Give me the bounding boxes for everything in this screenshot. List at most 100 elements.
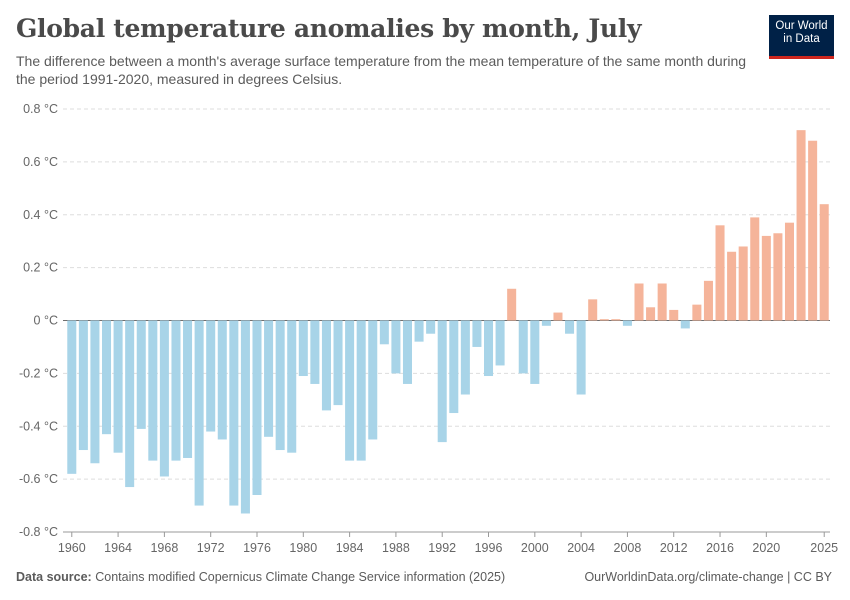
bar-2000[interactable]: [530, 320, 540, 384]
bar-1978[interactable]: [275, 320, 285, 451]
x-tick-label: 1964: [104, 541, 132, 555]
bar-1975[interactable]: [240, 320, 250, 514]
bar-1989[interactable]: [402, 320, 412, 384]
bar-2003[interactable]: [565, 320, 575, 334]
owid-logo[interactable]: Our World in Data: [769, 15, 834, 59]
y-axis-labels: 0.8 °C 0.6 °C 0.4 °C 0.2 °C 0 °C -0.2 °C -0.4 …: [19, 102, 58, 539]
x-tick-label: 2020: [752, 541, 780, 555]
x-axis: 1960 1964 1968 1972 1976 1980 1984 1988 1992 1996…: [58, 531, 838, 555]
bar-1967[interactable]: [148, 320, 158, 461]
bar-1983[interactable]: [333, 320, 343, 406]
bar-2007[interactable]: [611, 319, 621, 321]
bar-1995[interactable]: [472, 320, 482, 347]
x-tick-label: 2004: [567, 541, 595, 555]
bar-2023[interactable]: [796, 130, 806, 321]
bar-1979[interactable]: [287, 320, 297, 453]
bar-2010[interactable]: [646, 307, 656, 321]
y-tick-label: 0.6 °C: [23, 155, 58, 169]
x-tick-label: 2012: [660, 541, 688, 555]
data-source: Data source: Contains modified Copernicu…: [16, 570, 505, 584]
bar-1982[interactable]: [321, 320, 331, 411]
bar-1997[interactable]: [495, 320, 505, 366]
x-tick-label: 2016: [706, 541, 734, 555]
x-tick-label: 2000: [521, 541, 549, 555]
x-tick-label: 1996: [475, 541, 503, 555]
bar-2022[interactable]: [784, 222, 794, 321]
bar-2014[interactable]: [692, 304, 702, 321]
x-tick-label: 1968: [150, 541, 178, 555]
bar-1999[interactable]: [518, 320, 528, 374]
bar-1991[interactable]: [426, 320, 436, 334]
bar-1961[interactable]: [78, 320, 88, 451]
bar-2012[interactable]: [669, 309, 679, 321]
bar-2025[interactable]: [819, 204, 829, 321]
y-tick-label: 0.8 °C: [23, 102, 58, 116]
y-tick-label: -0.8 °C: [19, 525, 58, 539]
bar-1962[interactable]: [90, 320, 100, 464]
bar-2009[interactable]: [634, 283, 644, 321]
chart-title: Global temperature anomalies by month, J…: [16, 14, 642, 43]
bar-1985[interactable]: [356, 320, 366, 461]
bar-2002[interactable]: [553, 312, 563, 321]
bar-1970[interactable]: [183, 320, 193, 458]
x-tick-label: 2008: [614, 541, 642, 555]
y-tick-label: 0 °C: [34, 314, 58, 328]
bar-2001[interactable]: [541, 320, 551, 326]
bar-1965[interactable]: [125, 320, 135, 488]
data-source-text[interactable]: Contains modified Copernicus Climate Cha…: [95, 570, 506, 584]
bar-1996[interactable]: [484, 320, 494, 377]
bar-1968[interactable]: [159, 320, 169, 477]
y-tick-label: 0.4 °C: [23, 208, 58, 222]
bar-2011[interactable]: [657, 283, 667, 321]
bar-2008[interactable]: [622, 320, 632, 326]
y-tick-label: -0.2 °C: [19, 366, 58, 380]
bar-1984[interactable]: [345, 320, 355, 461]
bar-1994[interactable]: [460, 320, 470, 395]
bar-1976[interactable]: [252, 320, 262, 495]
bar-1990[interactable]: [414, 320, 424, 342]
bar-1987[interactable]: [379, 320, 389, 345]
bar-2006[interactable]: [599, 319, 609, 321]
bar-2017[interactable]: [727, 251, 737, 321]
bar-1980[interactable]: [298, 320, 308, 377]
bar-1972[interactable]: [206, 320, 216, 432]
y-tick-label: 0.2 °C: [23, 261, 58, 275]
bar-2016[interactable]: [715, 225, 725, 321]
x-tick-label: 1988: [382, 541, 410, 555]
x-tick-label: 1960: [58, 541, 86, 555]
bar-1981[interactable]: [310, 320, 320, 384]
credit-link[interactable]: OurWorldinData.org/climate-change | CC B…: [584, 570, 832, 584]
bar-1977[interactable]: [264, 320, 274, 437]
data-source-label: Data source:: [16, 570, 92, 584]
bar-1998[interactable]: [507, 288, 517, 321]
bar-2021[interactable]: [773, 233, 783, 321]
bars: [67, 130, 829, 514]
bar-1960[interactable]: [67, 320, 77, 474]
x-tick-label: 1992: [428, 541, 456, 555]
bar-1971[interactable]: [194, 320, 204, 506]
logo-line-2: in Data: [783, 33, 820, 45]
x-tick-label: 1980: [289, 541, 317, 555]
x-tick-label: 1976: [243, 541, 271, 555]
bar-1988[interactable]: [391, 320, 401, 374]
logo-line-1: Our World: [775, 20, 828, 32]
bar-2004[interactable]: [576, 320, 586, 395]
bar-1964[interactable]: [113, 320, 123, 453]
bar-1963[interactable]: [102, 320, 112, 435]
bar-1973[interactable]: [217, 320, 227, 440]
bar-2020[interactable]: [761, 235, 771, 321]
bar-1986[interactable]: [368, 320, 378, 440]
bar-2018[interactable]: [738, 246, 748, 321]
bar-1969[interactable]: [171, 320, 181, 461]
bar-2024[interactable]: [808, 140, 818, 321]
bar-2005[interactable]: [588, 299, 598, 321]
bar-1992[interactable]: [437, 320, 447, 443]
bar-1974[interactable]: [229, 320, 239, 506]
bar-2013[interactable]: [680, 320, 690, 329]
bar-2019[interactable]: [750, 217, 760, 321]
bar-1966[interactable]: [136, 320, 146, 429]
x-tick-label: 2025: [810, 541, 838, 555]
bar-1993[interactable]: [449, 320, 459, 414]
bar-2015[interactable]: [703, 280, 713, 321]
